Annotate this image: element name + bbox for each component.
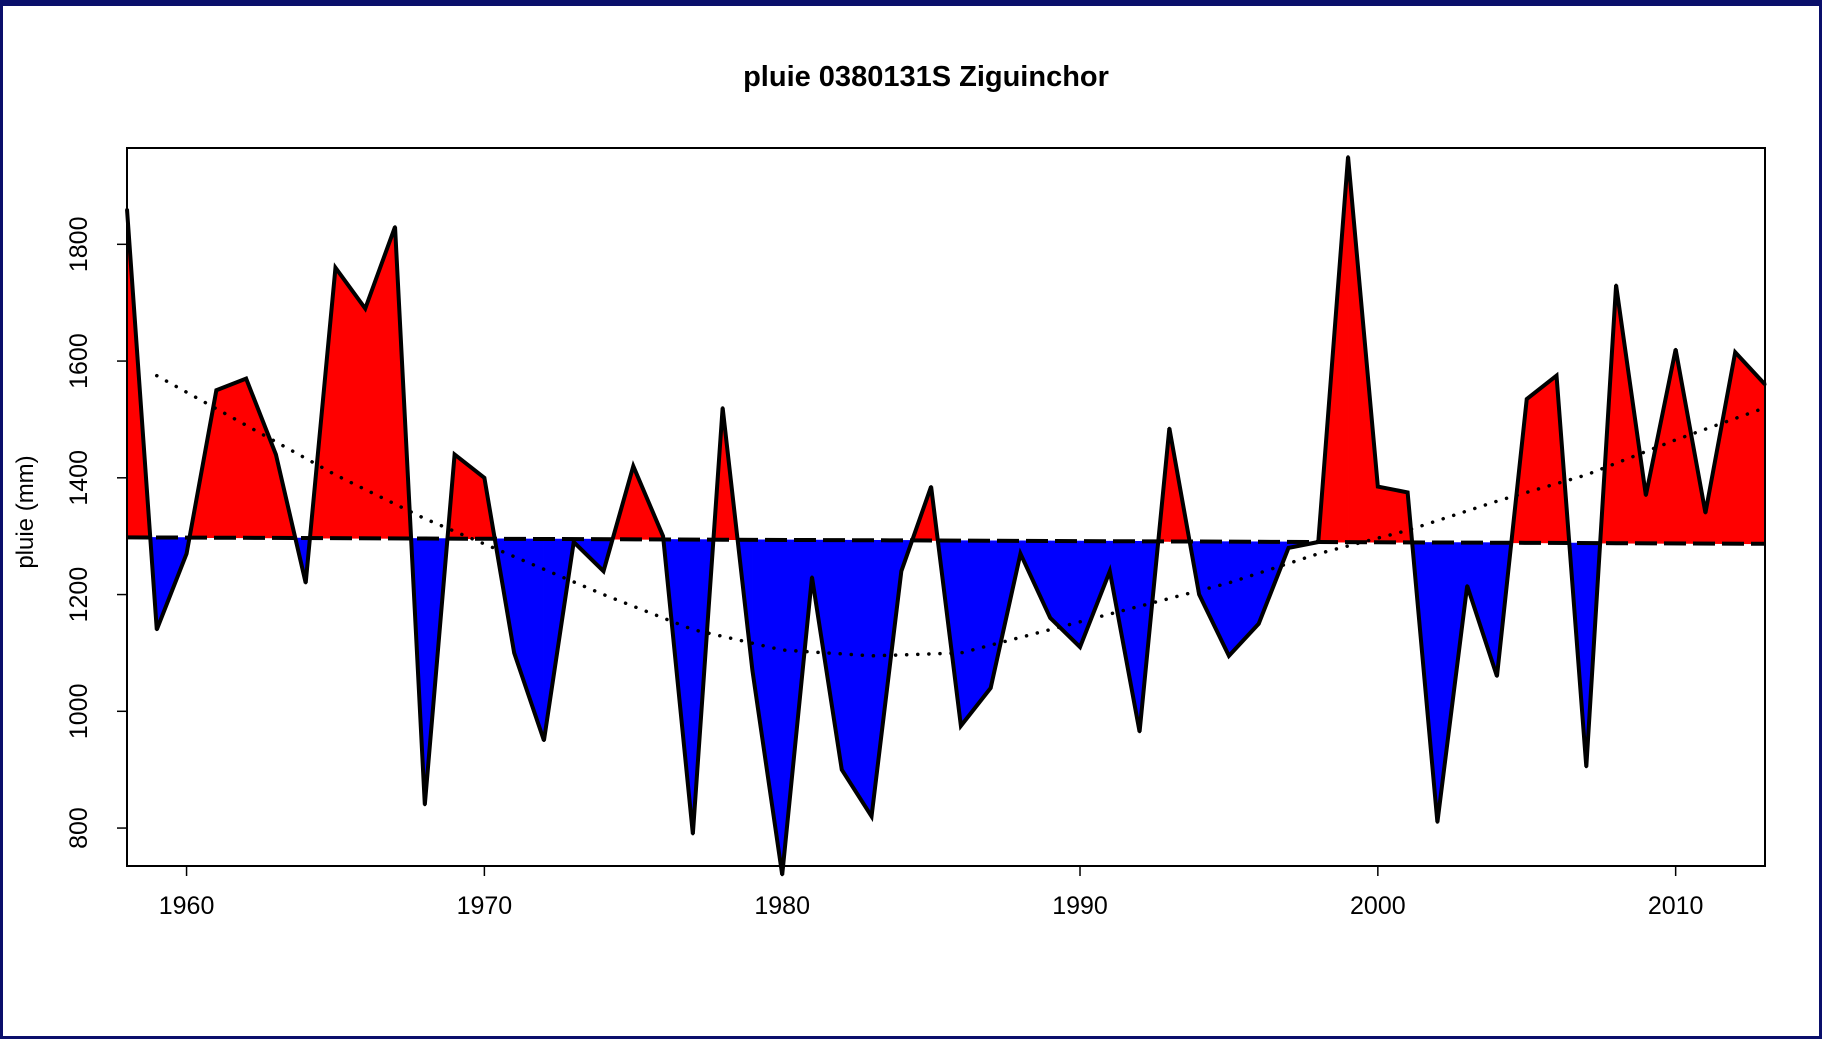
data-point: [1078, 645, 1082, 649]
data-point: [155, 628, 159, 632]
surplus-area: [1377, 486, 1408, 543]
data-point: [1733, 350, 1737, 354]
data-point: [840, 768, 844, 772]
x-tick-label: 1970: [457, 892, 513, 920]
y-axis: 800 1000 1200 1400 1600 1800: [65, 217, 127, 849]
data-point: [1674, 347, 1678, 351]
data-point: [1197, 593, 1201, 597]
rainfall-anomaly-chart: pluie 0380131S Ziguinchor pluie (mm) 196…: [12, 61, 1767, 920]
surplus-area: [216, 378, 247, 539]
data-point: [661, 534, 665, 538]
data-point: [423, 803, 427, 807]
data-point: [989, 686, 993, 690]
data-point: [1465, 584, 1469, 588]
x-tick-label: 2000: [1350, 892, 1406, 920]
data-point: [1316, 540, 1320, 544]
data-point: [1644, 493, 1648, 497]
data-point: [1495, 674, 1499, 678]
chart-panel: pluie 0380131S Ziguinchor pluie (mm) 196…: [3, 6, 1819, 1036]
data-point: [1108, 569, 1112, 573]
deficit-area: [1198, 541, 1230, 656]
data-point: [393, 225, 397, 229]
data-point: [721, 406, 725, 410]
y-tick-label: 1000: [65, 683, 93, 739]
data-point: [1555, 374, 1559, 378]
deficit-area: [960, 540, 991, 727]
data-point: [1286, 546, 1290, 550]
data-point: [929, 485, 933, 489]
data-point: [1703, 511, 1707, 515]
y-tick-label: 800: [65, 807, 93, 849]
data-point: [214, 388, 218, 392]
plot-frame: [126, 147, 1766, 867]
data-point: [1167, 426, 1171, 430]
data-point: [870, 814, 874, 818]
trend-line: [155, 373, 1767, 658]
data-point: [1257, 622, 1261, 626]
surplus-area: [1526, 375, 1557, 544]
y-tick-label: 1200: [65, 567, 93, 623]
data-point: [1376, 485, 1380, 489]
data-point: [453, 452, 457, 456]
y-tick-label: 1400: [65, 450, 93, 506]
deficit-area: [1466, 542, 1498, 677]
data-point: [1018, 552, 1022, 556]
rainfall-series-line: [125, 156, 1767, 876]
y-axis-label: pluie (mm): [12, 455, 39, 568]
y-tick-label: 1600: [65, 333, 93, 389]
top-banner-band: [0, 0, 1822, 6]
data-point: [602, 569, 606, 573]
data-point: [185, 552, 189, 556]
data-point: [1048, 616, 1052, 620]
data-point: [482, 476, 486, 480]
data-point: [1525, 397, 1529, 401]
data-point: [512, 651, 516, 655]
x-tick-label: 2010: [1648, 892, 1704, 920]
data-point: [1614, 283, 1618, 287]
data-point: [542, 738, 546, 742]
data-point: [899, 569, 903, 573]
data-point: [1584, 765, 1588, 769]
data-point: [304, 581, 308, 585]
x-tick-label: 1990: [1052, 892, 1108, 920]
data-point: [750, 668, 754, 672]
data-point: [1435, 820, 1439, 824]
data-point: [274, 452, 278, 456]
surplus-area: [335, 266, 366, 539]
data-point: [244, 377, 248, 381]
data-point: [572, 540, 576, 544]
x-axis: 1960 1970 1980 1990 2000 2010: [159, 866, 1704, 920]
data-point: [691, 832, 695, 836]
deficit-area: [513, 538, 545, 741]
data-point: [631, 464, 635, 468]
data-point: [1406, 490, 1410, 494]
data-point: [1346, 155, 1350, 159]
data-point: [959, 724, 963, 728]
data-point: [810, 575, 814, 579]
reference-mean-line: [126, 535, 1766, 546]
surplus-area: [245, 378, 277, 539]
x-tick-label: 1960: [159, 892, 215, 920]
y-tick-label: 1800: [65, 217, 93, 273]
data-point: [363, 307, 367, 311]
data-point: [1138, 730, 1142, 734]
anomaly-fill-layer: [126, 156, 1766, 875]
x-tick-label: 1980: [754, 892, 810, 920]
chart-title: pluie 0380131S Ziguinchor: [743, 61, 1109, 93]
data-point: [1227, 654, 1231, 658]
data-point: [333, 266, 337, 270]
